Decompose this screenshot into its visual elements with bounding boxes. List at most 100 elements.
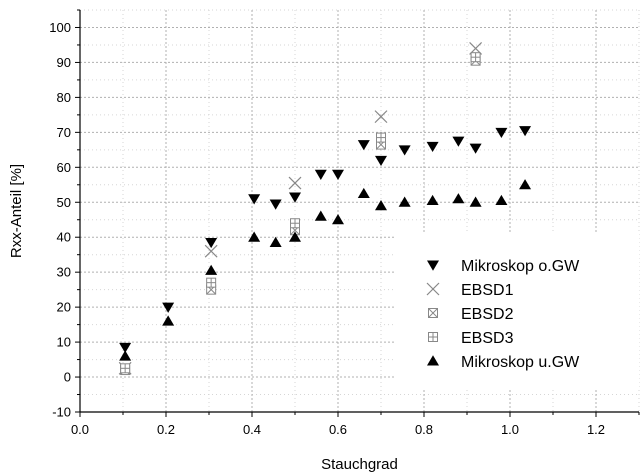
legend-label: EBSD2 [461, 306, 514, 323]
data-point [495, 194, 508, 206]
legend-marker [426, 282, 440, 296]
marker-shape [452, 136, 465, 147]
data-point [119, 342, 132, 354]
y-tick-label: 40 [57, 230, 71, 245]
legend-marker [427, 355, 439, 366]
marker-shape [162, 302, 175, 313]
legend-label: Mikroskop o.GW [461, 258, 580, 275]
data-point [426, 194, 439, 206]
data-point [357, 187, 370, 199]
data-point [426, 141, 439, 153]
x-axis-title: Stauchgrad [321, 456, 398, 473]
marker-shape [332, 214, 344, 225]
data-point [332, 169, 344, 180]
marker-shape [375, 200, 387, 211]
legend-label: Mikroskop u.GW [461, 354, 580, 371]
data-point [452, 136, 465, 147]
data-point [248, 231, 261, 242]
y-tick-label: 80 [57, 90, 71, 105]
data-point [248, 194, 261, 205]
data-point [314, 210, 327, 221]
marker-shape [205, 237, 218, 249]
y-axis-title: Rxx-Anteil [%] [8, 164, 25, 258]
y-tick-label: -10 [52, 405, 71, 420]
data-point [495, 127, 508, 139]
marker-shape [469, 196, 482, 207]
y-tick-label: 30 [57, 265, 71, 280]
y-tick-label: 0 [64, 370, 71, 385]
data-point [469, 196, 482, 207]
marker-shape [426, 194, 439, 206]
y-tick-label: 60 [57, 160, 71, 175]
x-tick-label: 0.2 [157, 422, 175, 437]
data-point [398, 196, 411, 207]
data-point [398, 145, 411, 156]
y-tick-label: 90 [57, 55, 71, 70]
data-point [357, 140, 370, 151]
marker-stroke [204, 244, 218, 258]
marker-shape [495, 127, 508, 139]
y-tick-label: 10 [57, 335, 71, 350]
marker-shape [314, 210, 327, 221]
x-tick-label: 1.2 [587, 422, 605, 437]
marker-shape [205, 264, 218, 275]
data-point [376, 132, 386, 143]
data-point [205, 264, 218, 275]
data-point [470, 52, 481, 63]
x-tick-label: 0.8 [415, 422, 433, 437]
marker-shape [314, 169, 327, 180]
marker-stroke [374, 110, 388, 124]
legend-marker [428, 332, 438, 342]
marker-shape [375, 155, 387, 167]
data-point [162, 315, 175, 326]
data-point [204, 244, 218, 258]
marker-stroke [428, 308, 438, 318]
marker-shape [427, 260, 439, 271]
marker-shape [357, 140, 370, 151]
marker-shape [119, 350, 132, 361]
data-points [118, 42, 532, 376]
data-point [162, 302, 175, 313]
marker-shape [332, 169, 344, 180]
marker-shape [248, 194, 261, 205]
marker-stroke [288, 176, 302, 190]
marker-shape [357, 187, 370, 199]
data-point [519, 179, 532, 190]
marker-shape [162, 315, 175, 326]
data-point [375, 200, 387, 211]
marker-shape [495, 194, 508, 206]
marker-shape [426, 141, 439, 153]
marker-shape [519, 179, 532, 190]
data-point [289, 231, 301, 242]
data-point [469, 143, 482, 154]
marker-shape [269, 199, 282, 210]
data-point [314, 169, 327, 180]
x-tick-label: 0.0 [71, 422, 89, 437]
data-point [288, 176, 302, 190]
data-point [269, 236, 282, 247]
y-tick-label: 50 [57, 195, 71, 210]
data-point [269, 199, 282, 210]
marker-shape [289, 192, 301, 203]
legend-marker [428, 308, 438, 318]
data-point [519, 126, 532, 137]
x-tick-label: 0.4 [243, 422, 261, 437]
legend-label: EBSD1 [461, 282, 514, 299]
marker-shape [248, 231, 261, 242]
marker-shape [427, 355, 439, 366]
data-point [290, 218, 300, 229]
data-point [374, 110, 388, 124]
legend-marker [427, 260, 439, 271]
marker-shape [269, 236, 282, 247]
marker-shape [289, 231, 301, 242]
y-tick-label: 70 [57, 125, 71, 140]
y-tick-label: 20 [57, 300, 71, 315]
x-tick-label: 1.0 [501, 422, 519, 437]
marker-shape [119, 342, 132, 354]
data-point [332, 214, 344, 225]
data-point [452, 193, 465, 204]
x-tick-label: 0.6 [329, 422, 347, 437]
marker-shape [452, 193, 465, 204]
data-point [205, 237, 218, 249]
